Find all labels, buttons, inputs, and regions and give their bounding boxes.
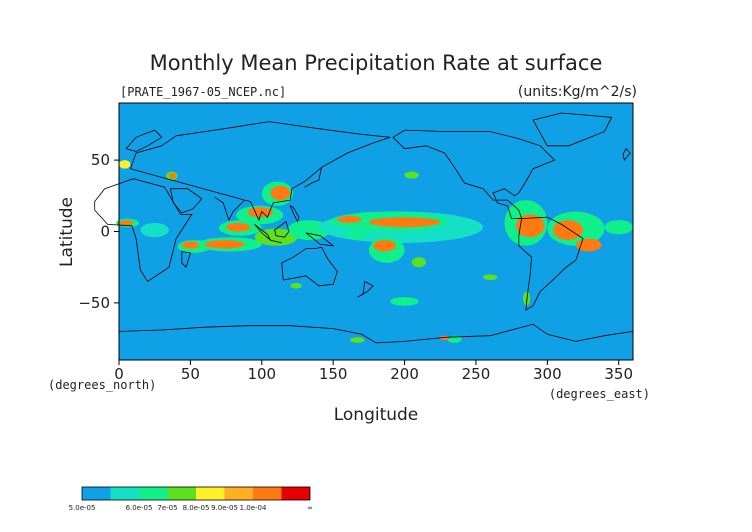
colorbar: 5.0e-05 6.0e-05 7e-05 8.0e-05 9.0e-05 1.0e-04… (69, 486, 313, 512)
precip-region-38 (447, 335, 462, 343)
newzealand-coast (357, 280, 374, 298)
colorbar-swatch (139, 487, 168, 500)
colorbar-label: 7e-05 (157, 504, 177, 512)
greenland-coast (532, 112, 613, 147)
colorbar-label: 9.0e-05 (211, 504, 238, 512)
africa-coast (94, 178, 193, 283)
precip-region-26 (344, 231, 369, 239)
precip-region-10 (204, 240, 245, 249)
precip-region-2 (119, 220, 134, 226)
precip-region-34 (290, 282, 302, 289)
colorbar-swatch (281, 487, 310, 500)
colorbar-label: 1.0e-04 (240, 504, 267, 512)
y-tick-label: 0 (100, 223, 110, 241)
namerica-coast (392, 129, 556, 220)
precip-region-18 (287, 220, 331, 241)
precip-region-25 (411, 257, 426, 268)
x-tick-label: 100 (247, 365, 276, 383)
australia-coast (281, 246, 338, 287)
colorbar-swatch (253, 487, 282, 500)
borneo-coast (274, 220, 290, 238)
precip-region-24 (373, 240, 396, 252)
colorbar-swatch (224, 487, 253, 500)
precip-region-22 (368, 217, 441, 228)
y-unit-note: (degrees_north) (48, 378, 156, 392)
x-tick-label: 150 (319, 365, 348, 383)
colorbar-label: ∞ (307, 504, 313, 512)
x-tick-label: 200 (390, 365, 419, 383)
samerica-coast (518, 216, 584, 311)
colorbar-swatch (110, 487, 139, 500)
y-tick-label: −50 (78, 294, 110, 312)
precip-region-6 (119, 160, 131, 169)
precipitation-regions (116, 160, 633, 343)
precip-region-29 (515, 214, 545, 238)
colorbar-label: 6.0e-05 (126, 504, 153, 512)
precip-region-3 (140, 222, 169, 238)
uk-coast (622, 148, 631, 161)
java-coast (270, 239, 282, 244)
precip-region-35 (390, 297, 419, 306)
x-tick-label: 0 (114, 365, 124, 383)
precip-region-36 (483, 274, 498, 281)
precip-region-40 (350, 337, 365, 343)
india-coast (214, 196, 245, 222)
y-axis-ticks: 50 0 −50 (78, 151, 119, 312)
precip-region-27 (404, 171, 419, 179)
x-tick-label: 250 (462, 365, 491, 383)
precip-region-5 (168, 172, 177, 179)
colorbar-label: 5.0e-05 (69, 504, 96, 512)
arabia-coast (169, 188, 203, 214)
chart-title: Monthly Mean Precipitation Rate at surfa… (150, 51, 603, 75)
eurasia-coast (129, 121, 391, 222)
precip-region-12 (226, 222, 251, 232)
source-file-label: [PRATE_1967-05_NCEP.nc] (120, 85, 286, 99)
units-label: (units:Kg/m^2/s) (518, 84, 637, 100)
x-tick-label: 300 (533, 365, 562, 383)
precip-region-16 (270, 185, 291, 201)
x-unit-note: (degrees_east) (549, 387, 650, 401)
x-tick-label: 50 (181, 365, 200, 383)
precip-region-8 (181, 241, 202, 249)
precip-region-31 (553, 220, 584, 241)
y-axis-label: Latitude (57, 197, 77, 267)
x-axis-label: Longitude (334, 405, 419, 425)
colorbar-swatch (82, 487, 111, 500)
colorbar-swatch (167, 487, 196, 500)
philippines-coast (289, 204, 300, 223)
plot-area (94, 102, 634, 361)
madagascar-coast (181, 251, 191, 268)
precip-region-33 (604, 220, 633, 235)
scandinavia-coast (125, 129, 163, 152)
colorbar-frame (81, 486, 311, 501)
x-tick-label: 350 (604, 365, 633, 383)
antarctica-coast (118, 323, 634, 344)
japan-coast (304, 167, 323, 188)
x-axis-ticks: 0 50 100 150 200 250 300 350 (114, 360, 633, 383)
precip-region-21 (337, 215, 362, 223)
y-tick-label: 50 (91, 151, 110, 169)
newguinea-coast (305, 232, 335, 247)
colorbar-label: 8.0e-05 (183, 504, 210, 512)
coastlines (94, 112, 634, 344)
colorbar-swatch (196, 487, 225, 500)
